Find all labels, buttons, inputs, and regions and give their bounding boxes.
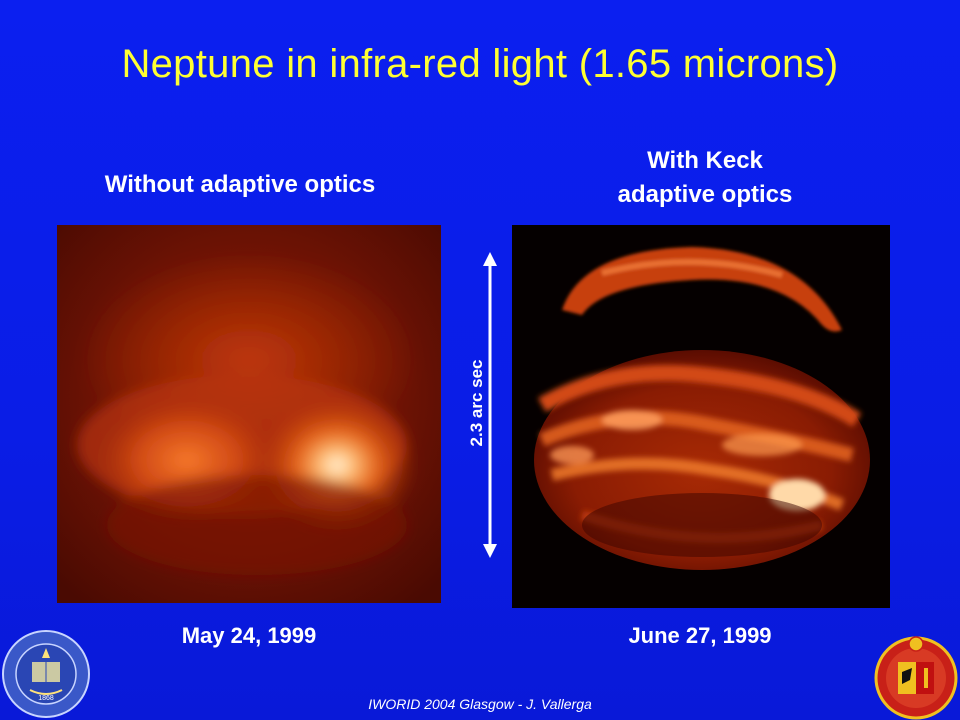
footer-text: IWORID 2004 Glasgow - J. Vallerga [368, 696, 592, 712]
right-caption: With Keck adaptive optics [520, 144, 890, 212]
neptune-image-without-ao [57, 225, 441, 603]
right-caption-line2: adaptive optics [617, 181, 793, 208]
geneva-seal-logo [874, 636, 958, 720]
uc-seal-logo: 1868 [2, 630, 90, 718]
scale-bar-arrow [483, 252, 497, 558]
scale-label: 2.3 arc sec [467, 359, 486, 447]
left-caption: Without adaptive optics [104, 171, 376, 198]
right-date: June 27, 1999 [628, 623, 772, 648]
uc-seal-year: 1868 [38, 695, 54, 702]
right-caption-line1: With Keck [647, 147, 763, 174]
left-date: May 24, 1999 [181, 623, 317, 648]
neptune-image-with-ao [512, 225, 890, 608]
slide-title: Neptune in infra-red light (1.65 microns… [121, 42, 839, 86]
